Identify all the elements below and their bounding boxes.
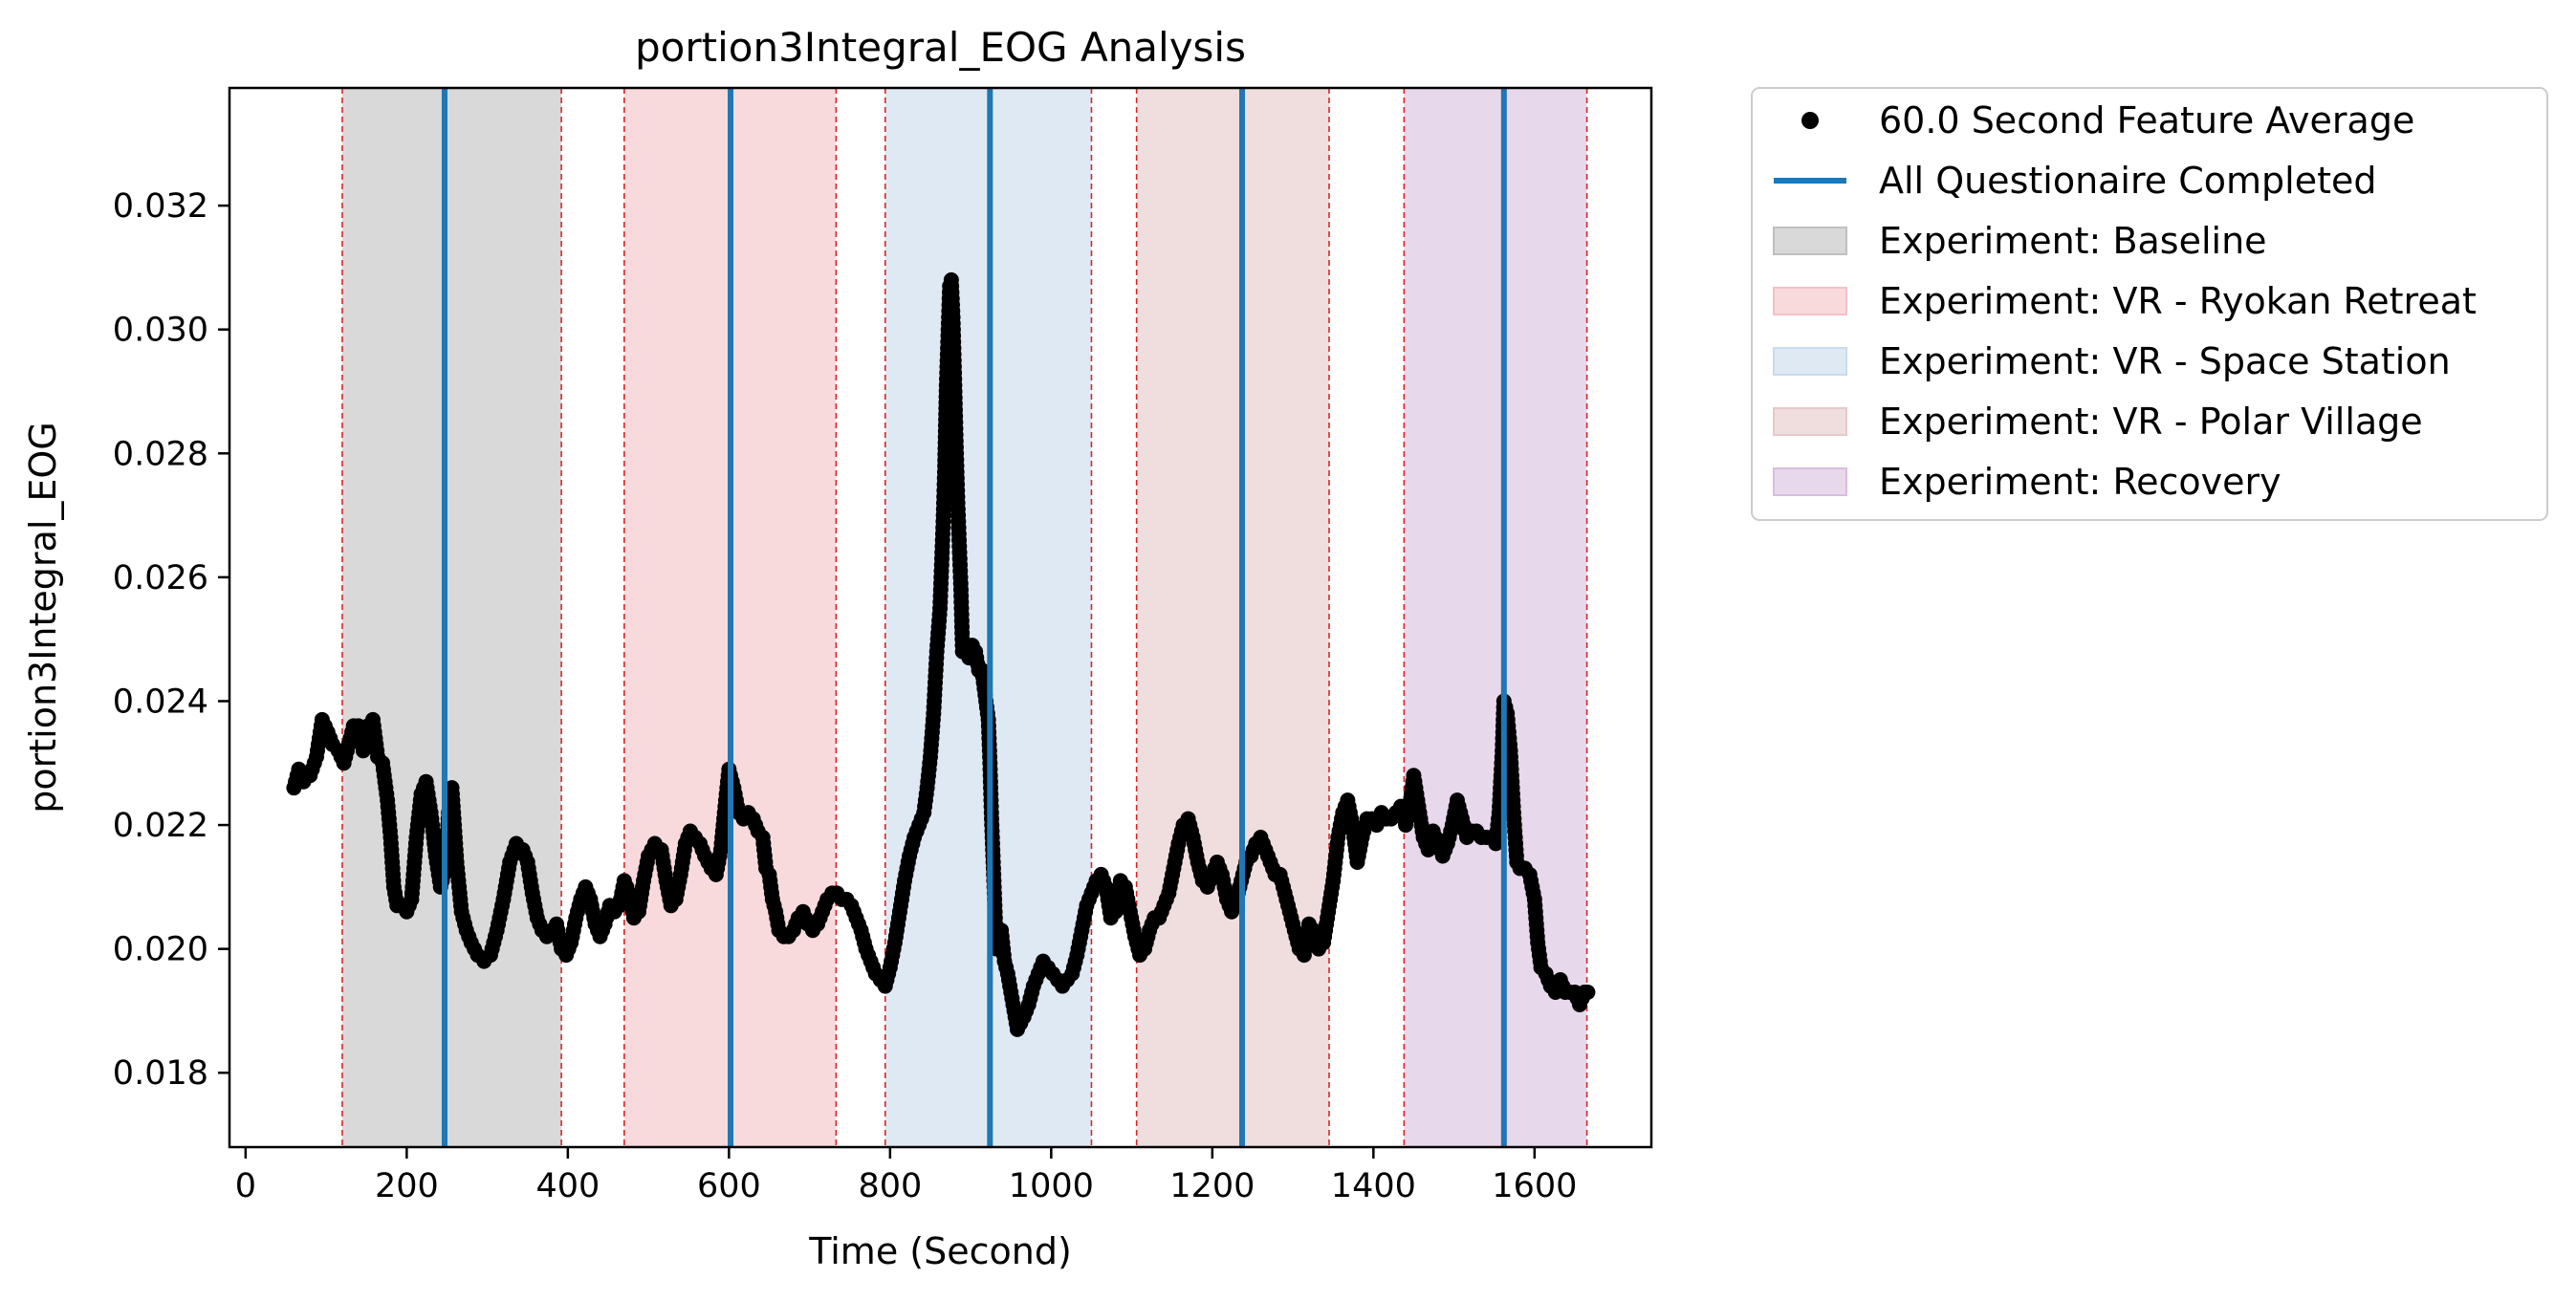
y-tick-label: 0.022: [113, 807, 208, 845]
y-tick-label: 0.032: [113, 187, 208, 226]
x-tick-label: 1000: [1009, 1167, 1094, 1205]
x-tick-label: 200: [375, 1167, 439, 1205]
y-tick-label: 0.018: [113, 1054, 208, 1093]
x-tick-label: 400: [535, 1167, 600, 1205]
y-axis-ticks: 0.018 0.020 0.022 0.024 0.026 0.028 0.030 0.032: [113, 187, 229, 1093]
x-tick-label: 0: [235, 1167, 256, 1205]
legend-frame: [1751, 87, 2548, 521]
y-tick-label: 0.026: [113, 559, 208, 597]
legend-dot-marker: [1801, 112, 1819, 129]
legend: 60.0 Second Feature Average All Questiona…: [1751, 87, 2548, 521]
x-tick-label: 800: [858, 1167, 922, 1205]
y-axis-label: portion3Integral_EOG: [22, 422, 64, 813]
legend-label: All Questionaire Completed: [1879, 160, 2377, 202]
legend-label: Experiment: VR - Polar Village: [1879, 401, 2423, 443]
x-tick-label: 1600: [1492, 1167, 1577, 1205]
region-band-4: [1404, 88, 1587, 1147]
legend-label: 60.0 Second Feature Average: [1879, 99, 2414, 141]
y-tick-label: 0.028: [113, 435, 208, 473]
legend-patch-marker: [1773, 407, 1847, 436]
x-tick-label: 1200: [1169, 1167, 1255, 1205]
y-tick-label: 0.030: [113, 312, 208, 350]
region-band-3: [1136, 88, 1330, 1147]
chart-title: portion3Integral_EOG Analysis: [635, 24, 1246, 71]
questionnaire-lines: [441, 88, 1507, 1147]
legend-patch-marker: [1773, 227, 1847, 255]
legend-label: Experiment: VR - Ryokan Retreat: [1879, 280, 2477, 322]
experiment-regions: [341, 88, 1588, 1147]
legend-patch-marker: [1773, 287, 1847, 315]
legend-patch-marker: [1773, 347, 1847, 376]
plot-frame: [228, 86, 1653, 1149]
legend-label: Experiment: Recovery: [1879, 461, 2281, 503]
data-point: [1580, 985, 1596, 1001]
legend-label: Experiment: VR - Space Station: [1879, 340, 2451, 382]
legend-label: Experiment: Baseline: [1879, 220, 2267, 262]
x-tick-label: 1400: [1331, 1167, 1416, 1205]
y-tick-label: 0.020: [113, 931, 208, 969]
legend-patch-marker: [1773, 467, 1847, 496]
y-tick-label: 0.024: [113, 683, 208, 721]
x-axis-ticks: 0 200 400 600 800 1000 1200 1400 1600: [235, 1147, 1577, 1205]
data-points: [286, 271, 1596, 1037]
x-tick-label: 600: [697, 1167, 761, 1205]
region-band-0: [341, 88, 562, 1147]
x-axis-label: Time (Second): [808, 1230, 1072, 1272]
